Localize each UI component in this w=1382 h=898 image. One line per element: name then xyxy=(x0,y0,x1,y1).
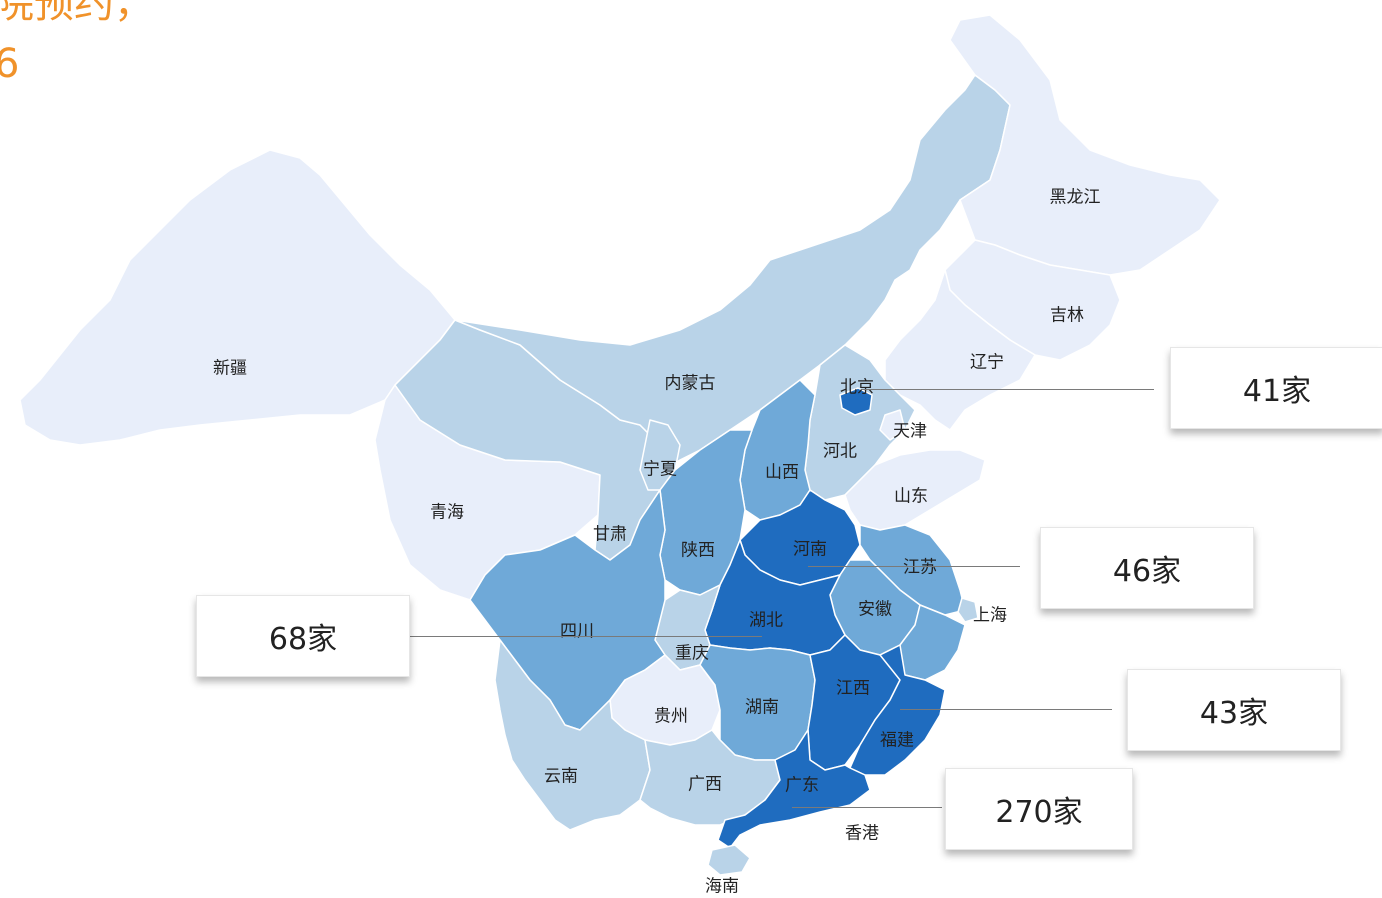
label-hubei: 湖北 xyxy=(749,610,783,631)
label-shandong: 山东 xyxy=(894,486,928,507)
callout-guangdong-value: 270家 xyxy=(995,795,1083,830)
callout-henan-value: 46家 xyxy=(1112,554,1182,589)
label-xinjiang: 新疆 xyxy=(213,358,247,379)
label-beijing: 北京 xyxy=(840,377,874,398)
label-hunan: 湖南 xyxy=(745,697,779,718)
callout-fujian-value: 43家 xyxy=(1199,696,1269,731)
callout-sichuan-value: 68家 xyxy=(268,622,338,657)
region-hainan[interactable] xyxy=(707,844,751,876)
label-shanxi: 山西 xyxy=(765,462,799,483)
label-liaoning: 辽宁 xyxy=(970,352,1004,373)
label-heilongjiang: 黑龙江 xyxy=(1049,187,1101,208)
label-guangdong: 广东 xyxy=(785,775,819,796)
label-anhui: 安徽 xyxy=(858,599,892,620)
label-jiangxi: 江西 xyxy=(836,678,870,699)
header-line-2: 6 xyxy=(0,41,20,87)
callout-sichuan: 68家 xyxy=(196,595,410,677)
label-tianjin: 天津 xyxy=(893,421,927,442)
label-yunnan: 云南 xyxy=(544,766,578,787)
leader-line-beijing xyxy=(862,389,1154,390)
leader-line-sichuan xyxy=(408,636,762,637)
label-qinghai: 青海 xyxy=(430,502,464,523)
callout-beijing-value: 41家 xyxy=(1242,374,1312,409)
label-hebei: 河北 xyxy=(823,441,857,462)
region-shanghai[interactable] xyxy=(957,597,979,623)
label-jilin: 吉林 xyxy=(1050,305,1084,326)
label-fujian: 福建 xyxy=(880,730,914,751)
callout-guangdong: 270家 xyxy=(945,768,1133,850)
header-line-1: 院预约， xyxy=(0,0,154,27)
leader-line-fujian xyxy=(900,709,1112,710)
region-liaoning[interactable] xyxy=(884,269,1036,431)
label-jiangsu: 江苏 xyxy=(903,557,937,578)
label-shanghai: 上海 xyxy=(973,605,1007,626)
region-beijing[interactable] xyxy=(839,387,873,416)
label-gansu: 甘肃 xyxy=(593,524,627,545)
label-henan: 河南 xyxy=(793,539,827,560)
label-hongkong: 香港 xyxy=(845,823,879,844)
region-tianjin[interactable] xyxy=(879,409,906,441)
leader-line-henan xyxy=(808,566,1020,567)
region-heilongjiang[interactable] xyxy=(949,14,1221,276)
callout-fujian: 43家 xyxy=(1127,669,1341,751)
label-guizhou: 贵州 xyxy=(654,706,688,727)
label-neimenggu: 内蒙古 xyxy=(664,373,716,394)
label-ningxia: 宁夏 xyxy=(643,459,677,480)
region-xinjiang[interactable] xyxy=(19,149,456,446)
callout-beijing: 41家 xyxy=(1170,347,1382,429)
label-shaanxi: 陕西 xyxy=(681,540,715,561)
label-hainan: 海南 xyxy=(705,876,739,897)
label-chongqing: 重庆 xyxy=(675,643,709,664)
label-sichuan: 四川 xyxy=(560,621,594,642)
leader-line-guangdong xyxy=(792,807,942,808)
region-fujian[interactable] xyxy=(849,644,946,776)
region-guangdong[interactable] xyxy=(717,729,871,849)
label-guangxi: 广西 xyxy=(688,774,722,795)
callout-henan: 46家 xyxy=(1040,527,1254,609)
